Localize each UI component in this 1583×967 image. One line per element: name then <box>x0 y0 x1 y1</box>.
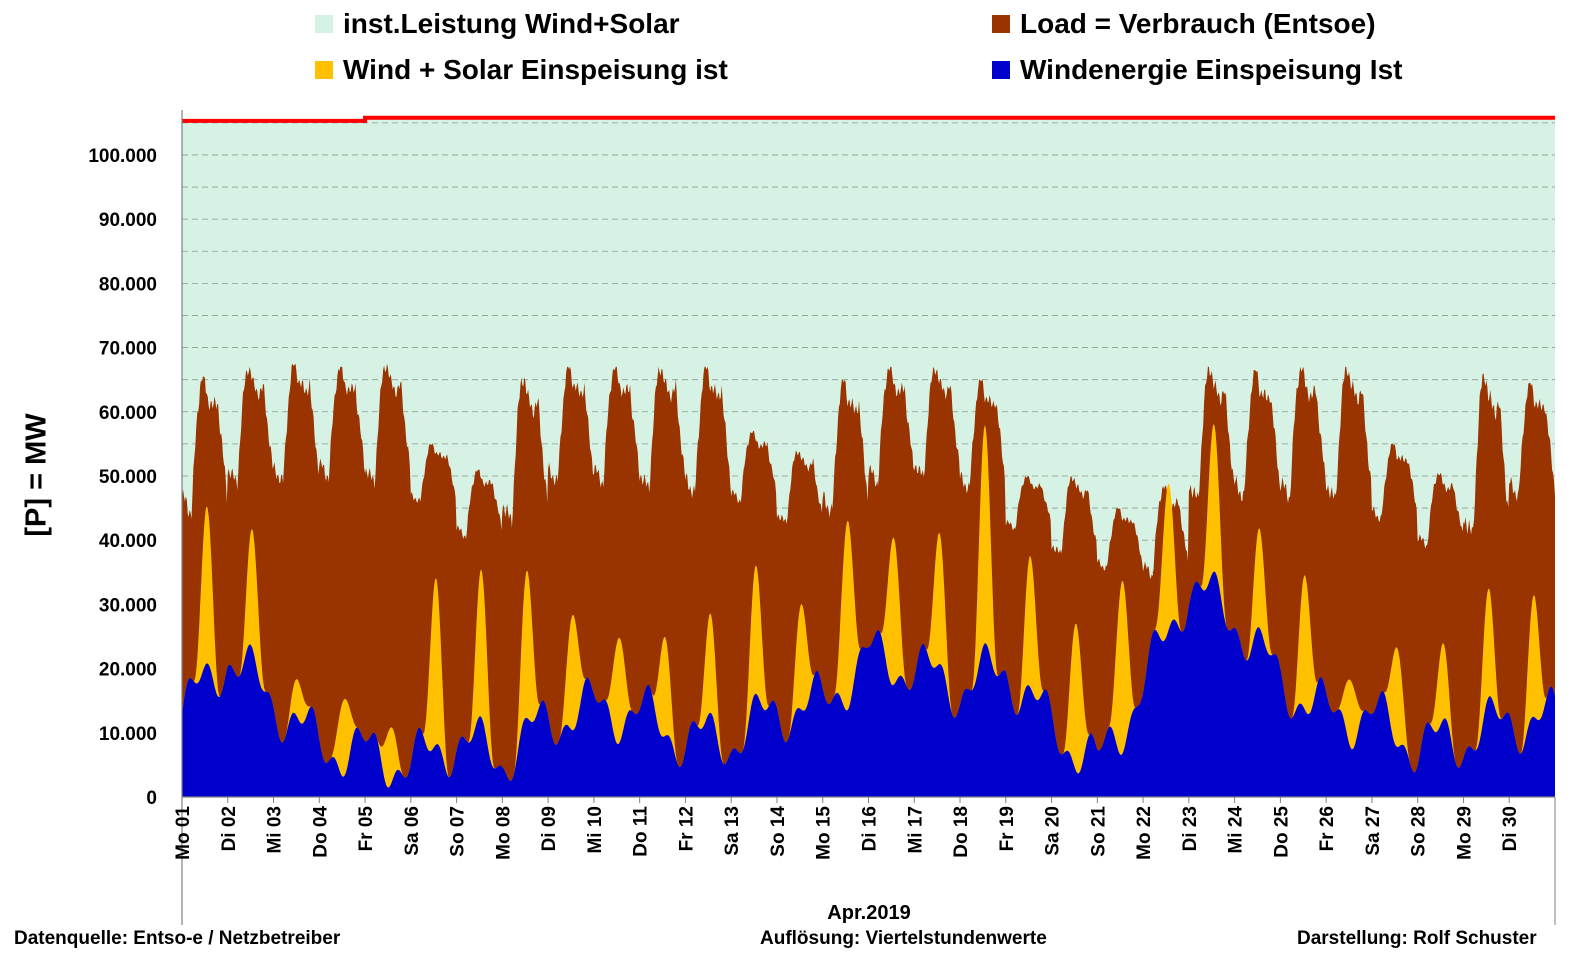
x-tick-label: Do 18 <box>951 806 972 858</box>
x-tick-label: Sa 20 <box>1043 806 1064 856</box>
x-tick-label: Fr 26 <box>1317 806 1338 851</box>
wind-area <box>182 571 1555 797</box>
installed-capacity-line <box>182 115 1555 123</box>
x-tick-label: Di 23 <box>1180 806 1201 851</box>
x-tick-label: So 14 <box>768 806 789 857</box>
x-tick-labels: Mo 01 Di 02 Mi 03 Do 04 Fr 05 Sa 06 So 07 Mo 08… <box>173 806 1521 860</box>
y-tick-label: 60.000 <box>99 403 157 424</box>
legend-swatch-installed <box>315 15 333 33</box>
y-tick-label: 70.000 <box>99 339 157 360</box>
y-tick-labels: 0 10.000 20.000 30.000 40.000 50.000 60.000 70.… <box>88 146 157 809</box>
legend-item-wind-solar: Wind + Solar Einspeisung ist <box>315 54 728 86</box>
y-tick-label: 10.000 <box>99 724 157 745</box>
legend-swatch-load <box>992 15 1010 33</box>
x-tick-label: Mo 22 <box>1134 806 1155 860</box>
legend-swatch-wind <box>992 61 1010 79</box>
legend-item-wind: Windenergie Einspeisung Ist <box>992 54 1402 86</box>
x-tick-label: Fr 19 <box>997 806 1018 851</box>
x-tick-label: So 28 <box>1409 806 1430 857</box>
x-tick-label: Mo 01 <box>173 806 194 860</box>
y-tick-label: 40.000 <box>99 531 157 552</box>
x-tick-label: Mo 15 <box>814 806 835 860</box>
x-tick-label: So 07 <box>448 806 469 857</box>
legend-item-load: Load = Verbrauch (Entsoe) <box>992 8 1376 40</box>
x-tick-label: Do 11 <box>631 806 652 857</box>
x-tick-label: Sa 27 <box>1363 806 1384 856</box>
x-tick-label: Fr 12 <box>676 806 697 851</box>
legend-swatch-wind-solar <box>315 61 333 79</box>
x-tick-label: Mi 17 <box>905 806 926 854</box>
x-tick-label: Di 16 <box>860 806 881 851</box>
y-tick-label: 0 <box>146 788 157 809</box>
series-layer <box>182 115 1555 797</box>
x-tick-label: Do 25 <box>1271 806 1292 858</box>
y-tick-label: 50.000 <box>99 467 157 488</box>
x-tick-label: Di 09 <box>539 806 560 851</box>
axes <box>181 110 1556 925</box>
legend-label-load: Load = Verbrauch (Entsoe) <box>1020 8 1376 39</box>
legend-item-installed: inst.Leistung Wind+Solar <box>315 8 680 40</box>
y-axis-title: [P] = MW <box>21 413 53 537</box>
y-tick-label: 30.000 <box>99 595 157 616</box>
y-tick-label: 100.000 <box>88 146 157 167</box>
y-tick-label: 80.000 <box>99 274 157 295</box>
footer-source: Datenquelle: Entso-e / Netzbetreiber <box>14 928 341 949</box>
y-tick-label: 90.000 <box>99 210 157 231</box>
x-tick-label: Di 02 <box>219 806 240 851</box>
legend-label-installed: inst.Leistung Wind+Solar <box>343 8 680 39</box>
y-tick-label: 20.000 <box>99 660 157 681</box>
legend-label-wind-solar: Wind + Solar Einspeisung ist <box>343 54 728 85</box>
x-tick-label: Sa 06 <box>402 806 423 856</box>
x-tick-label: Mo 08 <box>493 806 514 860</box>
x-tick-label: Sa 13 <box>722 806 743 856</box>
legend-label-wind: Windenergie Einspeisung Ist <box>1020 54 1403 85</box>
x-tick-label: Di 30 <box>1500 806 1521 851</box>
x-tick-label: Mo 29 <box>1454 806 1475 860</box>
x-tick-label: So 21 <box>1088 806 1109 857</box>
x-tick-label: Do 04 <box>310 806 331 858</box>
footer-resolution: Auflösung: Viertelstundenwerte <box>760 928 1047 949</box>
x-tick-label: Mi 24 <box>1226 806 1247 854</box>
x-tick-label: Mi 03 <box>265 806 286 854</box>
x-axis-title: Apr.2019 <box>827 902 910 924</box>
footer-author: Darstellung: Rolf Schuster <box>1297 928 1537 949</box>
x-tick-label: Fr 05 <box>356 806 377 852</box>
x-tick-label: Mi 10 <box>585 806 606 854</box>
